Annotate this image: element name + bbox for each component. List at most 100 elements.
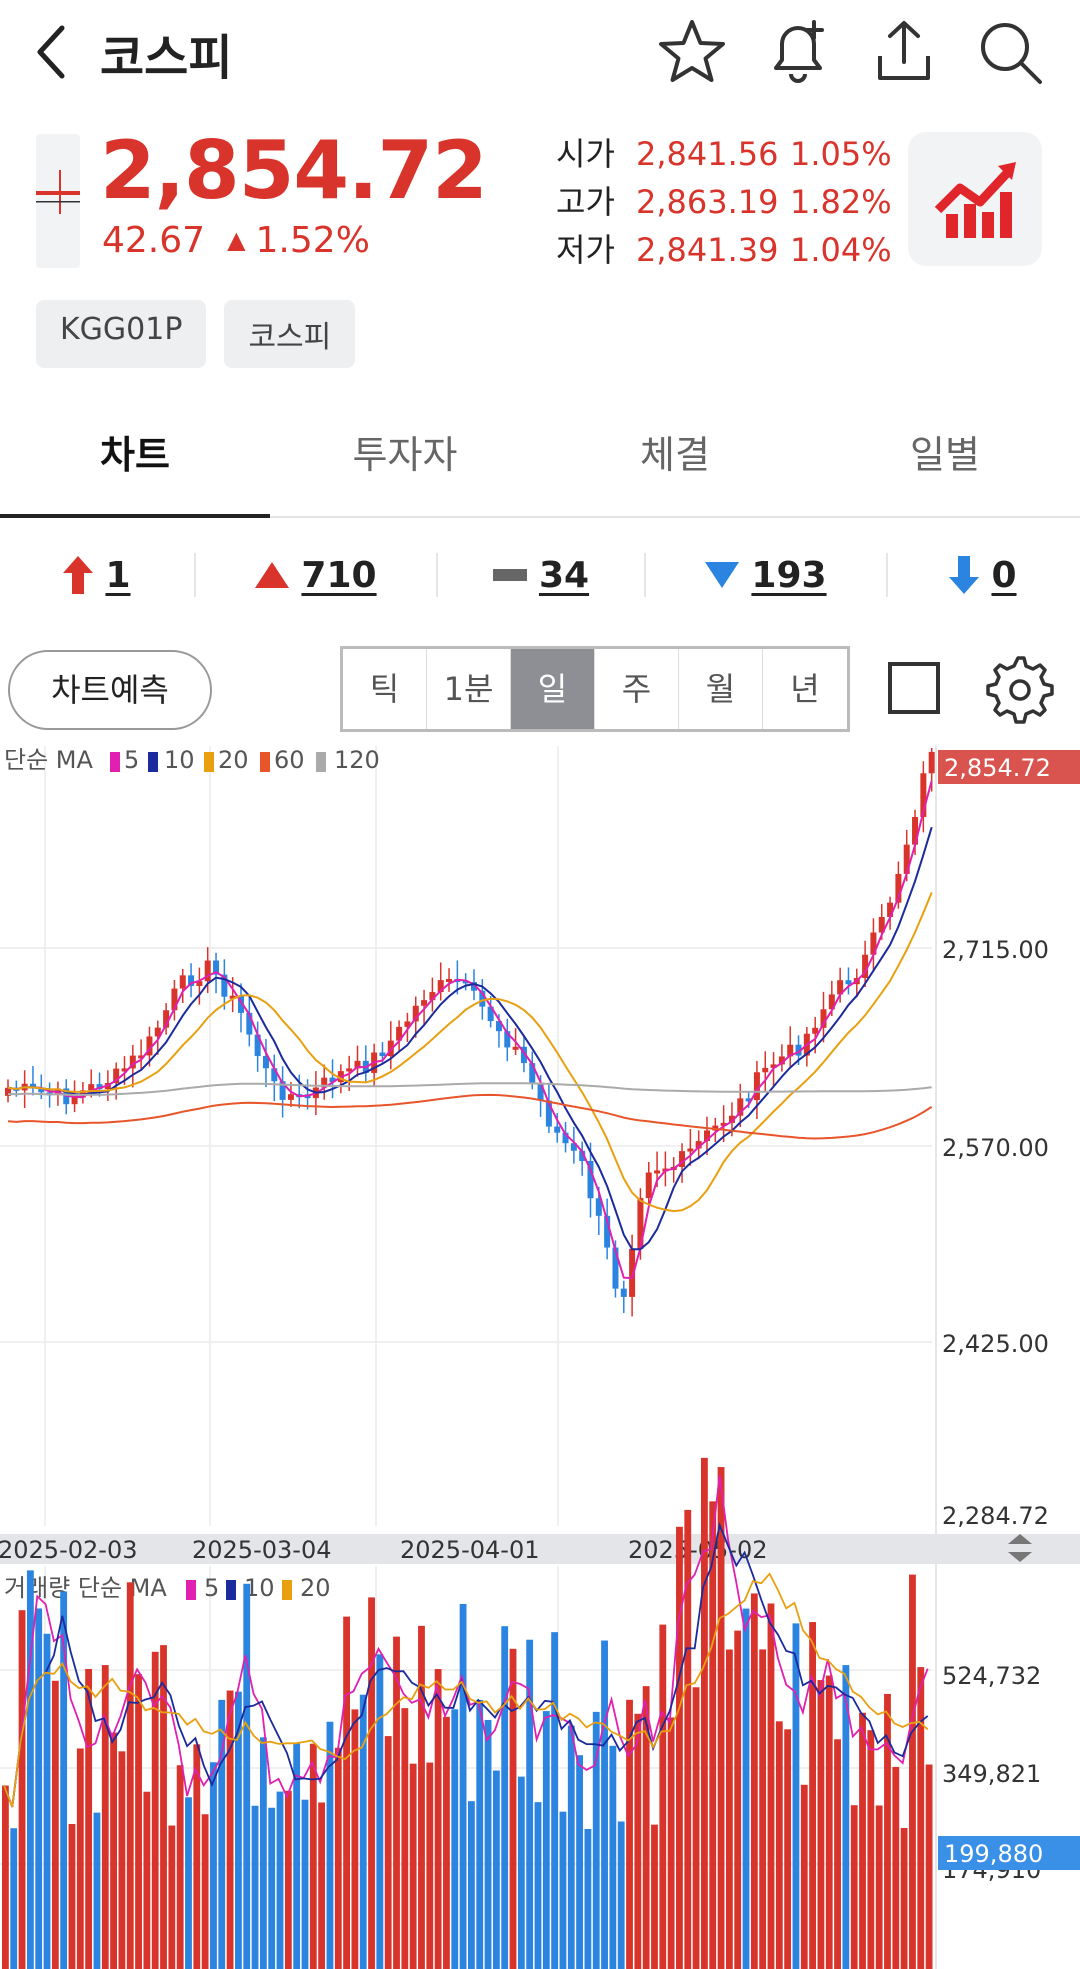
search-icon[interactable] [974, 16, 1046, 88]
tab-trades[interactable]: 체결 [640, 433, 710, 477]
tab-chart[interactable]: 차트 [0, 408, 270, 518]
candle-body [545, 1100, 552, 1127]
candle-body [928, 751, 935, 774]
triangle-up-icon [255, 562, 290, 588]
legend-ma10: 10 [164, 746, 195, 774]
volume-bar [268, 1807, 276, 1969]
candle-body [404, 1021, 411, 1027]
svg-text:2,854.72: 2,854.72 [944, 754, 1051, 782]
candle-body [679, 1151, 686, 1167]
chart-predict-button[interactable]: 차트예측 [8, 650, 212, 730]
volume-bar [742, 1608, 750, 1969]
volume-bar [293, 1743, 301, 1969]
period-day[interactable]: 일 [511, 649, 595, 729]
volume-bar [725, 1649, 733, 1969]
up-count[interactable]: 710 [196, 555, 436, 596]
volume-bar [143, 1791, 151, 1969]
volume-bar [800, 1784, 808, 1969]
flat-count[interactable]: 34 [438, 555, 644, 596]
back-icon[interactable] [32, 20, 72, 84]
down-count[interactable]: 193 [646, 555, 886, 596]
candle-body [421, 1000, 428, 1006]
period-year[interactable]: 년 [790, 670, 820, 708]
high-percent: 1.82% [790, 183, 892, 221]
stock-chart[interactable]: 단순 MA 5 10 20 60 120 2,715.00 2,570.00 2… [0, 746, 1080, 1969]
divider [436, 553, 438, 597]
limit-down-count[interactable]: 0 [888, 555, 1078, 596]
candle-body [837, 980, 844, 995]
volume-bar [509, 1648, 517, 1969]
low-label: 저가 [556, 231, 615, 269]
price-y-tick: 2,425.00 [942, 1330, 1049, 1358]
volume-legend-ma5: 5 [204, 1574, 219, 1602]
volume-bar [451, 1709, 459, 1969]
candle-body [753, 1072, 760, 1101]
candle-body [204, 960, 211, 982]
fullscreen-icon[interactable] [876, 650, 952, 726]
settings-icon[interactable] [980, 650, 1056, 726]
price-y-tick: 2,715.00 [942, 936, 1049, 964]
volume-bar [101, 1665, 109, 1969]
volume-bar [468, 1801, 475, 1969]
volume-bar [617, 1821, 625, 1969]
volume-bar [160, 1645, 167, 1969]
limit-up-count[interactable]: 1 [0, 555, 194, 596]
tab-daily[interactable]: 일별 [910, 433, 980, 477]
candle-body [279, 1081, 286, 1100]
candle-body [138, 1055, 145, 1059]
share-icon[interactable] [868, 16, 940, 88]
volume-bar [817, 1680, 825, 1969]
chart-canvas[interactable]: 단순 MA 5 10 20 60 120 2,715.00 2,570.00 2… [0, 746, 1080, 1969]
tab-investor[interactable]: 투자자 [352, 433, 458, 477]
tag-code[interactable]: KGG01P [36, 300, 207, 368]
volume-bar [110, 1732, 117, 1969]
candles [5, 748, 935, 1317]
volume-bar [892, 1766, 900, 1969]
tag-market[interactable]: 코스피 [224, 300, 356, 368]
candle-body [529, 1063, 536, 1083]
volume-bar [60, 1591, 68, 1969]
candle-body [213, 960, 220, 975]
candle-body [221, 974, 228, 997]
candle-body [654, 1170, 661, 1174]
candle-body [5, 1087, 11, 1096]
up-triangle-icon: ▲ [227, 226, 246, 254]
candle-body [479, 990, 486, 1007]
volume-bar [176, 1765, 184, 1969]
candle-body [828, 994, 835, 1010]
period-week[interactable]: 주 [595, 649, 679, 729]
star-icon[interactable] [656, 16, 728, 88]
candle-body [262, 1056, 269, 1069]
period-month[interactable]: 월 [679, 649, 763, 729]
volume-bar [759, 1649, 767, 1969]
price-legend: 단순 MA 5 10 20 60 120 [4, 746, 380, 774]
volume-bar [551, 1632, 559, 1969]
tag-list: KGG01P 코스피 [36, 300, 356, 368]
period-tick[interactable]: 틱 [343, 649, 427, 729]
candle-body [396, 1026, 403, 1041]
panel-resize-handle[interactable] [1008, 1534, 1032, 1562]
ma120-line [7, 1082, 932, 1097]
volume-legend: 거래량 단순 MA 5 10 20 [4, 1574, 331, 1602]
volume-bar [809, 1622, 816, 1969]
volume-bar [2, 1785, 9, 1969]
candle-body [487, 1006, 494, 1022]
period-1min[interactable]: 1분 [427, 649, 511, 729]
chart-view-button[interactable] [908, 132, 1042, 266]
bell-plus-icon[interactable] [762, 16, 834, 88]
candle-body [604, 1215, 611, 1248]
volume-bar [676, 1526, 683, 1969]
candle-body [695, 1141, 702, 1149]
volume-bar [301, 1799, 309, 1969]
price-y-tick: 2,284.72 [942, 1502, 1049, 1530]
legend-ma5: 5 [124, 746, 139, 774]
volume-bar [767, 1603, 775, 1969]
candle-body [437, 980, 444, 993]
candle-body [579, 1150, 586, 1161]
top-bar: 코스피 [0, 0, 1080, 110]
volume-bar [93, 1812, 101, 1969]
volume-bar [842, 1665, 850, 1969]
volume-bar [210, 1762, 217, 1969]
volume-bar [692, 1687, 700, 1969]
volume-bar [517, 1776, 525, 1969]
